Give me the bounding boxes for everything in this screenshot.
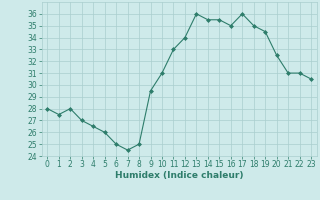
X-axis label: Humidex (Indice chaleur): Humidex (Indice chaleur): [115, 171, 244, 180]
